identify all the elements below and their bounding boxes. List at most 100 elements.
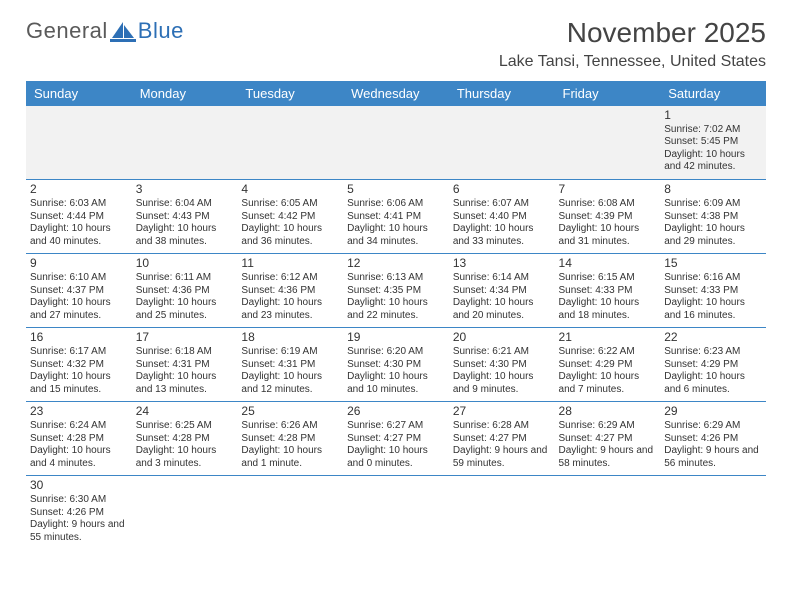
calendar-cell: 18Sunrise: 6:19 AMSunset: 4:31 PMDayligh… xyxy=(237,328,343,402)
calendar-cell: 23Sunrise: 6:24 AMSunset: 4:28 PMDayligh… xyxy=(26,402,132,476)
sunset-line: Sunset: 4:29 PM xyxy=(559,359,657,372)
sunset-line: Sunset: 4:37 PM xyxy=(30,285,128,298)
calendar-cell: 27Sunrise: 6:28 AMSunset: 4:27 PMDayligh… xyxy=(449,402,555,476)
daylight-line: Daylight: 10 hours and 36 minutes. xyxy=(241,223,339,248)
calendar-cell-empty xyxy=(132,106,238,180)
sunset-line: Sunset: 4:26 PM xyxy=(664,433,762,446)
calendar-cell: 21Sunrise: 6:22 AMSunset: 4:29 PMDayligh… xyxy=(555,328,661,402)
day-number: 26 xyxy=(347,404,445,419)
sunrise-line: Sunrise: 6:12 AM xyxy=(241,272,339,285)
logo-word1: General xyxy=(26,18,108,44)
day-number: 14 xyxy=(559,256,657,271)
daylight-line: Daylight: 10 hours and 31 minutes. xyxy=(559,223,657,248)
daylight-line: Daylight: 10 hours and 29 minutes. xyxy=(664,223,762,248)
sunset-line: Sunset: 4:26 PM xyxy=(30,507,128,520)
sunrise-line: Sunrise: 6:28 AM xyxy=(453,420,551,433)
daylight-line: Daylight: 10 hours and 1 minute. xyxy=(241,445,339,470)
sunset-line: Sunset: 4:27 PM xyxy=(347,433,445,446)
sunset-line: Sunset: 4:43 PM xyxy=(136,211,234,224)
daylight-line: Daylight: 10 hours and 0 minutes. xyxy=(347,445,445,470)
sunset-line: Sunset: 4:39 PM xyxy=(559,211,657,224)
calendar-cell: 19Sunrise: 6:20 AMSunset: 4:30 PMDayligh… xyxy=(343,328,449,402)
day-number: 19 xyxy=(347,330,445,345)
calendar-cell: 12Sunrise: 6:13 AMSunset: 4:35 PMDayligh… xyxy=(343,254,449,328)
day-number: 30 xyxy=(30,478,128,493)
calendar-cell-empty xyxy=(555,476,661,550)
day-number: 29 xyxy=(664,404,762,419)
sunset-line: Sunset: 4:34 PM xyxy=(453,285,551,298)
weekday-header: Wednesday xyxy=(343,81,449,106)
daylight-line: Daylight: 10 hours and 22 minutes. xyxy=(347,297,445,322)
daylight-line: Daylight: 10 hours and 6 minutes. xyxy=(664,371,762,396)
sunrise-line: Sunrise: 6:17 AM xyxy=(30,346,128,359)
sunrise-line: Sunrise: 6:10 AM xyxy=(30,272,128,285)
day-number: 5 xyxy=(347,182,445,197)
day-number: 15 xyxy=(664,256,762,271)
calendar-cell: 30Sunrise: 6:30 AMSunset: 4:26 PMDayligh… xyxy=(26,476,132,550)
weekday-header: Saturday xyxy=(660,81,766,106)
calendar-cell: 3Sunrise: 6:04 AMSunset: 4:43 PMDaylight… xyxy=(132,180,238,254)
calendar-cell: 20Sunrise: 6:21 AMSunset: 4:30 PMDayligh… xyxy=(449,328,555,402)
sunrise-line: Sunrise: 6:09 AM xyxy=(664,198,762,211)
header-row: General Blue November 2025 Lake Tansi, T… xyxy=(26,18,766,79)
logo: General Blue xyxy=(26,18,184,44)
sunrise-line: Sunrise: 6:22 AM xyxy=(559,346,657,359)
sunset-line: Sunset: 4:32 PM xyxy=(30,359,128,372)
calendar-cell-empty xyxy=(660,476,766,550)
sunrise-line: Sunrise: 6:27 AM xyxy=(347,420,445,433)
calendar-cell-empty xyxy=(26,106,132,180)
sunrise-line: Sunrise: 6:16 AM xyxy=(664,272,762,285)
calendar-cell: 14Sunrise: 6:15 AMSunset: 4:33 PMDayligh… xyxy=(555,254,661,328)
calendar-cell-empty xyxy=(343,476,449,550)
calendar-cell: 10Sunrise: 6:11 AMSunset: 4:36 PMDayligh… xyxy=(132,254,238,328)
calendar-cell-empty xyxy=(449,476,555,550)
sunset-line: Sunset: 4:29 PM xyxy=(664,359,762,372)
titles: November 2025 Lake Tansi, Tennessee, Uni… xyxy=(499,18,766,79)
sunrise-line: Sunrise: 6:26 AM xyxy=(241,420,339,433)
daylight-line: Daylight: 9 hours and 58 minutes. xyxy=(559,445,657,470)
calendar-cell: 5Sunrise: 6:06 AMSunset: 4:41 PMDaylight… xyxy=(343,180,449,254)
sunrise-line: Sunrise: 6:30 AM xyxy=(30,494,128,507)
calendar-cell-empty xyxy=(555,106,661,180)
calendar-cell: 13Sunrise: 6:14 AMSunset: 4:34 PMDayligh… xyxy=(449,254,555,328)
sunset-line: Sunset: 4:41 PM xyxy=(347,211,445,224)
day-number: 16 xyxy=(30,330,128,345)
calendar-cell: 6Sunrise: 6:07 AMSunset: 4:40 PMDaylight… xyxy=(449,180,555,254)
sunrise-line: Sunrise: 6:21 AM xyxy=(453,346,551,359)
day-number: 24 xyxy=(136,404,234,419)
daylight-line: Daylight: 10 hours and 15 minutes. xyxy=(30,371,128,396)
weekday-header: Thursday xyxy=(449,81,555,106)
day-number: 4 xyxy=(241,182,339,197)
sunset-line: Sunset: 5:45 PM xyxy=(664,136,762,149)
day-number: 12 xyxy=(347,256,445,271)
sunrise-line: Sunrise: 6:04 AM xyxy=(136,198,234,211)
calendar-body: 1Sunrise: 7:02 AMSunset: 5:45 PMDaylight… xyxy=(26,106,766,550)
daylight-line: Daylight: 10 hours and 25 minutes. xyxy=(136,297,234,322)
sunset-line: Sunset: 4:30 PM xyxy=(347,359,445,372)
day-number: 17 xyxy=(136,330,234,345)
sunrise-line: Sunrise: 6:06 AM xyxy=(347,198,445,211)
sunset-line: Sunset: 4:44 PM xyxy=(30,211,128,224)
daylight-line: Daylight: 10 hours and 27 minutes. xyxy=(30,297,128,322)
weekday-header: Monday xyxy=(132,81,238,106)
calendar-week: 9Sunrise: 6:10 AMSunset: 4:37 PMDaylight… xyxy=(26,254,766,328)
day-number: 22 xyxy=(664,330,762,345)
daylight-line: Daylight: 10 hours and 13 minutes. xyxy=(136,371,234,396)
sunrise-line: Sunrise: 6:05 AM xyxy=(241,198,339,211)
daylight-line: Daylight: 10 hours and 38 minutes. xyxy=(136,223,234,248)
location-subtitle: Lake Tansi, Tennessee, United States xyxy=(499,53,766,71)
calendar-week: 23Sunrise: 6:24 AMSunset: 4:28 PMDayligh… xyxy=(26,402,766,476)
daylight-line: Daylight: 10 hours and 3 minutes. xyxy=(136,445,234,470)
sunrise-line: Sunrise: 6:11 AM xyxy=(136,272,234,285)
calendar-cell-empty xyxy=(237,476,343,550)
sunset-line: Sunset: 4:28 PM xyxy=(241,433,339,446)
weekday-header: Friday xyxy=(555,81,661,106)
day-number: 28 xyxy=(559,404,657,419)
calendar-cell: 8Sunrise: 6:09 AMSunset: 4:38 PMDaylight… xyxy=(660,180,766,254)
sunrise-line: Sunrise: 7:02 AM xyxy=(664,124,762,137)
day-number: 10 xyxy=(136,256,234,271)
day-number: 2 xyxy=(30,182,128,197)
sunset-line: Sunset: 4:36 PM xyxy=(136,285,234,298)
weekday-header: Sunday xyxy=(26,81,132,106)
sunset-line: Sunset: 4:28 PM xyxy=(136,433,234,446)
